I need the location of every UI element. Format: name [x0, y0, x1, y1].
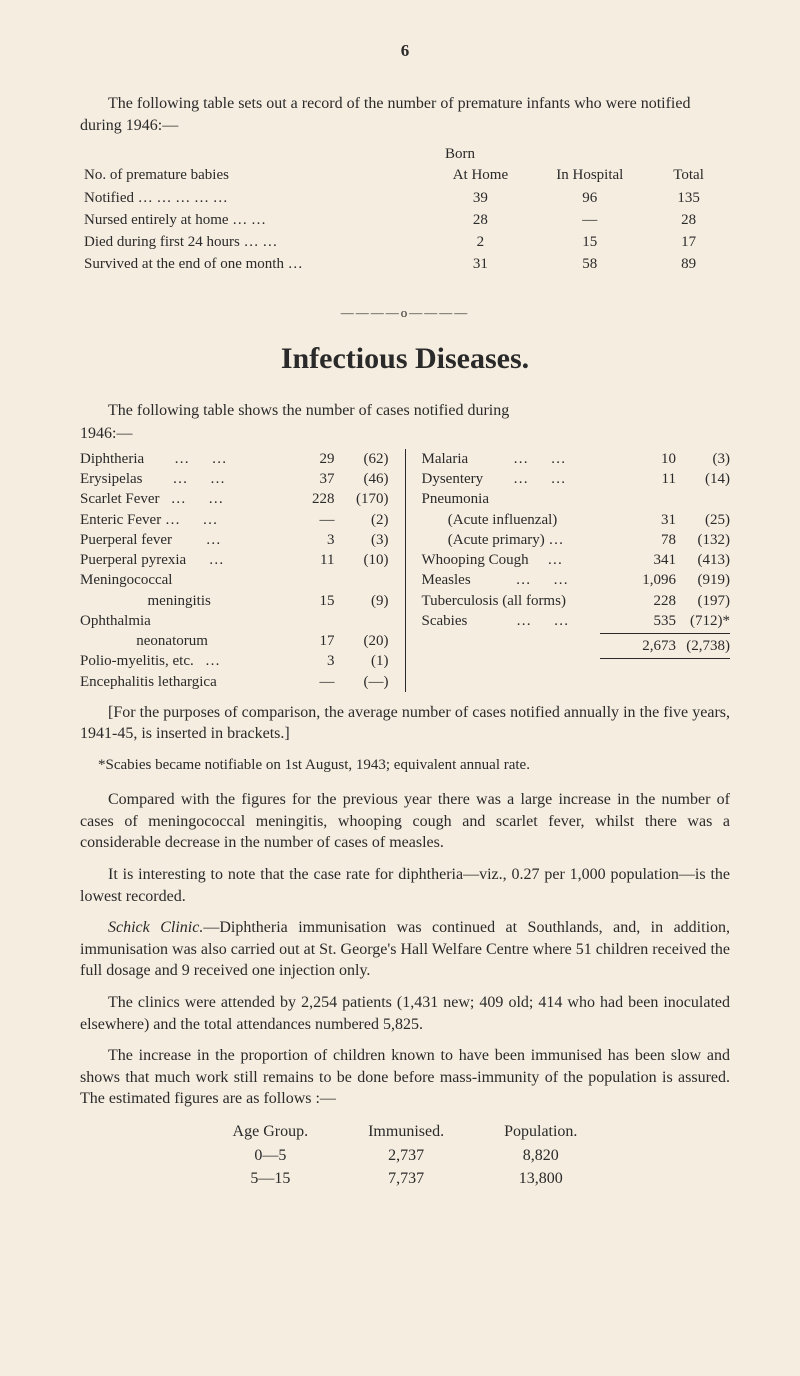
disease-row: Scarlet Fever … …228(170): [80, 489, 389, 509]
table-row: Notified … … … … … 39 96 135: [80, 187, 730, 209]
paragraph: Compared with the figures for the previo…: [80, 789, 730, 854]
disease-row: (Acute influenzal)31(25): [422, 510, 731, 530]
disease-row: Meningococcal: [80, 570, 389, 590]
born-header: Born: [190, 144, 730, 164]
schick-lead: Schick Clinic.: [108, 919, 203, 936]
disease-total-row: 2,673(2,738): [422, 636, 731, 656]
scabies-note: *Scabies became notifiable on 1st August…: [80, 755, 730, 775]
table-row: Died during first 24 hours … … 2 15 17: [80, 231, 730, 253]
diseases-left-column: Diphtheria … …29(62) Erysipelas … …37(46…: [80, 449, 389, 692]
section-title: Infectious Diseases.: [80, 339, 730, 380]
table-row: Nursed entirely at home … … 28 — 28: [80, 209, 730, 231]
diseases-table: Diphtheria … …29(62) Erysipelas … …37(46…: [80, 449, 730, 692]
header-label: No. of premature babies: [80, 164, 428, 186]
disease-row: Ophthalmia: [80, 611, 389, 631]
table-row: 5—15 7,737 13,800: [203, 1167, 608, 1191]
disease-row: Malaria … …10(3): [422, 449, 731, 469]
document-page: 6 The following table sets out a record …: [0, 0, 800, 1241]
table-header-row: No. of premature babies At Home In Hospi…: [80, 164, 730, 186]
col-hospital: In Hospital: [532, 164, 647, 186]
column-rule: [405, 449, 406, 692]
disease-row: Diphtheria … …29(62): [80, 449, 389, 469]
disease-row: Puerperal fever …3(3): [80, 530, 389, 550]
disease-row: Dysentery … …11(14): [422, 469, 731, 489]
total-rule: [600, 633, 730, 634]
total-rule: [600, 658, 730, 659]
col-home: At Home: [428, 164, 532, 186]
disease-row: Whooping Cough …341(413): [422, 550, 731, 570]
disease-row: neonatorum17(20): [80, 631, 389, 651]
disease-row: Pneumonia: [422, 489, 731, 509]
intro-paragraph: The following table sets out a record of…: [80, 93, 730, 136]
disease-row: Encephalitis lethargica—(—): [80, 672, 389, 692]
table-row: Survived at the end of one month … 31 58…: [80, 253, 730, 275]
disease-row: Erysipelas … …37(46): [80, 469, 389, 489]
col-total: Total: [647, 164, 730, 186]
disease-row: Tuberculosis (all forms)228(197): [422, 591, 731, 611]
bracket-note: [For the purposes of comparison, the ave…: [80, 702, 730, 745]
disease-row: Polio-myelitis, etc. …3(1): [80, 651, 389, 671]
age-group-table: Age Group. Immunised. Population. 0—5 2,…: [203, 1120, 608, 1191]
disease-row: Scabies … …535(712)*: [422, 611, 731, 631]
paragraph: The increase in the proportion of childr…: [80, 1045, 730, 1110]
disease-row: Puerperal pyrexia …11(10): [80, 550, 389, 570]
diseases-right-column: Malaria … …10(3) Dysentery … …11(14) Pne…: [422, 449, 731, 692]
table-row: 0—5 2,737 8,820: [203, 1144, 608, 1168]
diseases-lead: The following table shows the number of …: [80, 400, 730, 422]
disease-row: Measles … …1,096(919): [422, 570, 731, 590]
section-divider: ————o————: [80, 304, 730, 322]
paragraph: The clinics were attended by 2,254 patie…: [80, 992, 730, 1035]
disease-row: Enteric Fever … …—(2): [80, 510, 389, 530]
table-header-row: Age Group. Immunised. Population.: [203, 1120, 608, 1144]
paragraph: Schick Clinic.—Diphtheria immunisation w…: [80, 917, 730, 982]
disease-row: (Acute primary) …78(132): [422, 530, 731, 550]
diseases-year: 1946:—: [80, 423, 730, 445]
paragraph: It is interesting to note that the case …: [80, 864, 730, 907]
page-number: 6: [80, 40, 730, 63]
disease-row: meningitis15(9): [80, 591, 389, 611]
premature-table: No. of premature babies At Home In Hospi…: [80, 164, 730, 275]
